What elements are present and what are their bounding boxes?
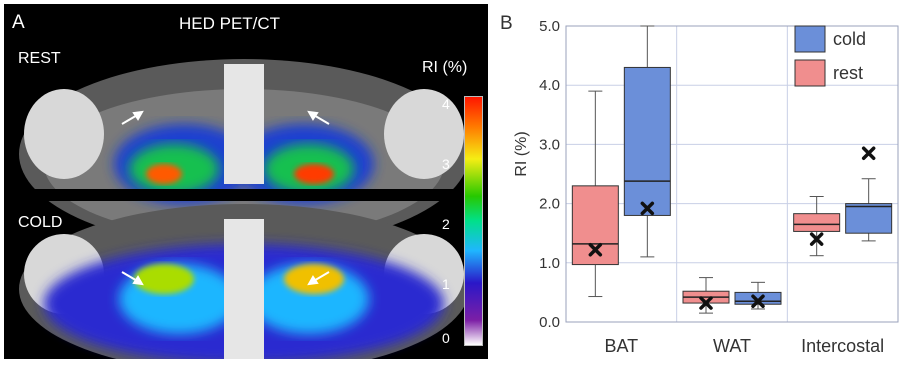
x-category-label: BAT <box>604 336 638 356</box>
legend-swatch <box>794 25 826 53</box>
mean-marker <box>640 201 655 216</box>
mean-marker <box>809 232 824 246</box>
panel-a-title: HED PET/CT <box>179 14 281 33</box>
cold-scan <box>19 204 469 359</box>
mean-marker <box>751 294 765 309</box>
mean-marker <box>699 296 713 310</box>
colorbar-title: RI (%) <box>422 59 468 76</box>
y-tick-label: 4.0 <box>539 77 560 94</box>
rest-scan <box>4 59 488 249</box>
legend-swatch <box>794 59 826 87</box>
y-tick-label: 3.0 <box>539 136 560 153</box>
cold-label: COLD <box>18 214 63 231</box>
mean-marker <box>588 243 603 257</box>
pet-ct-image-panel: A HED PET/CT REST COLD RI (%) 4 3 2 1 0 <box>4 4 488 359</box>
x-category-label: Intercostal <box>801 336 884 356</box>
colorbar-tick: 2 <box>442 216 450 232</box>
legend-label: rest <box>833 63 863 83</box>
box-rest <box>571 185 619 266</box>
y-tick-label: 5.0 <box>539 18 560 35</box>
box-rest <box>793 213 841 232</box>
rest-label: REST <box>18 50 61 67</box>
plot-frame <box>565 25 899 323</box>
y-axis-label: RI (%) <box>513 131 530 176</box>
panel-a-letter: A <box>12 12 25 33</box>
y-tick-label: 0.0 <box>539 314 560 331</box>
box-cold <box>623 66 671 216</box>
colorbar-tick: 3 <box>442 156 450 172</box>
colorbar-tick: 4 <box>442 96 450 112</box>
y-tick-label: 1.0 <box>539 255 560 272</box>
colorbar-tick: 1 <box>442 276 450 292</box>
pet-ct-scan-image <box>4 59 488 359</box>
box-cold <box>734 291 782 305</box>
colorbar-tick: 0 <box>442 330 450 346</box>
arrow-markers <box>121 110 330 286</box>
mean-marker <box>861 146 876 161</box>
colorbar <box>464 96 483 346</box>
y-tick-label: 2.0 <box>539 196 560 213</box>
box-cold <box>845 203 893 234</box>
legend-label: cold <box>833 29 866 49</box>
panel-b-letter: B <box>500 13 513 34</box>
x-category-label: WAT <box>713 336 751 356</box>
